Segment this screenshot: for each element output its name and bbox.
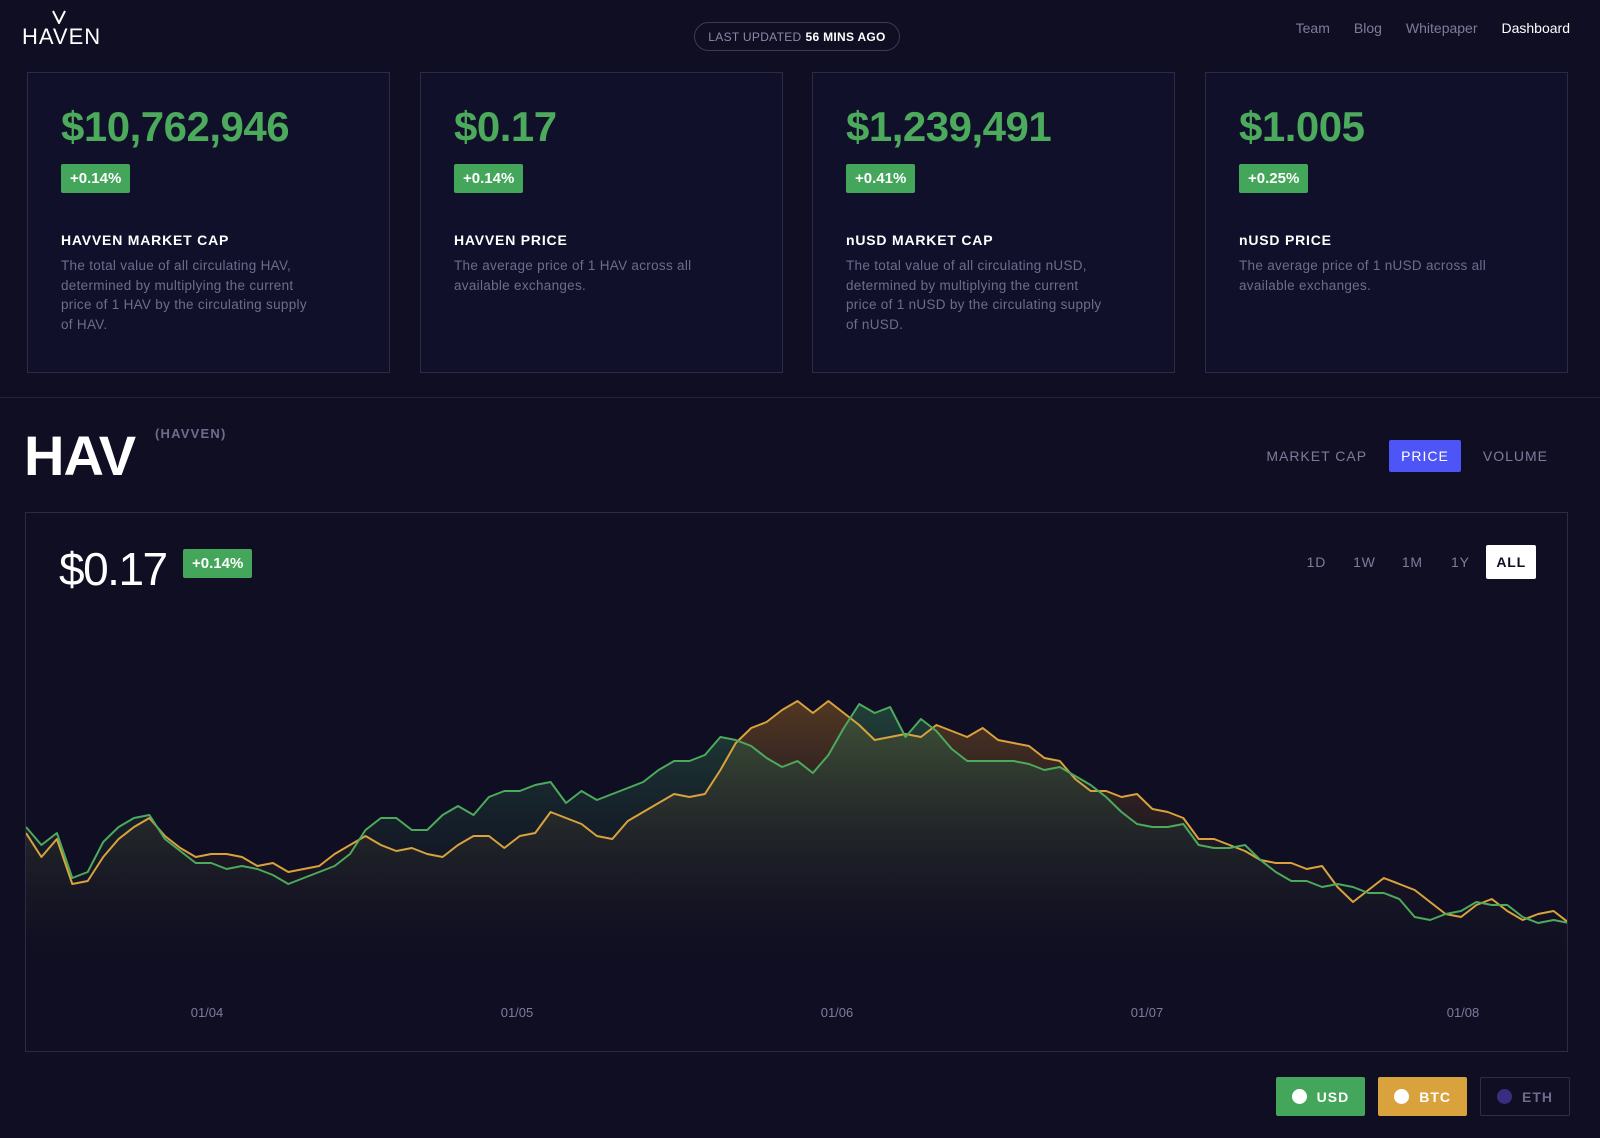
token-symbol: HAV <box>24 424 136 487</box>
stat-card-havven-price: $0.17 +0.14% HAVVEN PRICE The average pr… <box>420 72 783 373</box>
logo-v-mark-icon <box>52 10 66 24</box>
x-tick-label: 01/06 <box>821 1005 854 1020</box>
stat-description: The total value of all circulating nUSD,… <box>846 258 1102 332</box>
area-usd <box>26 704 1567 983</box>
range-1y[interactable]: 1Y <box>1451 554 1470 570</box>
range-tabs: 1D 1W 1M 1Y ALL <box>1294 545 1536 579</box>
nav-whitepaper-link[interactable]: Whitepaper <box>1405 20 1478 36</box>
chart-panel: 01/04 01/05 01/06 01/07 01/08 $0.17 +0.14% 1… <box>25 512 1568 1052</box>
currency-toggle-btc[interactable]: BTC <box>1378 1077 1467 1116</box>
currency-toggles: USD BTC ETH <box>1275 1077 1570 1116</box>
header: HAVEN LAST UPDATED 56 MINS AGO Team Blog… <box>0 0 1600 66</box>
currency-label: USD <box>1316 1088 1350 1105</box>
stat-card-havven-market-cap: $10,762,946 +0.14% HAVVEN MARKET CAP The… <box>27 72 390 373</box>
price-chart[interactable]: 01/04 01/05 01/06 01/07 01/08 <box>26 513 1568 1052</box>
last-updated-label: LAST UPDATED <box>708 29 802 44</box>
token-name: (HAVVEN) <box>155 426 227 441</box>
price-change-badge: +0.14% <box>183 549 253 578</box>
nav-team-link[interactable]: Team <box>1295 20 1330 36</box>
x-tick-label: 01/08 <box>1447 1005 1480 1020</box>
range-1w[interactable]: 1W <box>1353 554 1376 570</box>
range-1d[interactable]: 1D <box>1306 554 1327 570</box>
logo-text: HAVEN <box>22 24 102 49</box>
btc-dot-icon <box>1394 1089 1410 1104</box>
stat-cards: $10,762,946 +0.14% HAVVEN MARKET CAP The… <box>27 72 1568 373</box>
stat-value: $1.005 <box>1239 103 1365 150</box>
change-badge: +0.14% <box>454 164 524 193</box>
stat-title: HAVVEN PRICE <box>454 232 568 248</box>
stat-value: $10,762,946 <box>61 103 290 150</box>
top-nav: Team Blog Whitepaper Dashboard <box>1296 20 1570 36</box>
tab-price[interactable]: PRICE <box>1389 440 1461 472</box>
last-updated-pill: LAST UPDATED 56 MINS AGO <box>694 22 900 51</box>
change-badge: +0.25% <box>1239 164 1309 193</box>
x-tick-label: 01/05 <box>501 1005 534 1020</box>
line-btc <box>26 700 1567 923</box>
stat-description: The average price of 1 nUSD across all a… <box>1239 258 1487 293</box>
stat-value: $1,239,491 <box>846 103 1052 150</box>
range-all[interactable]: ALL <box>1486 545 1536 579</box>
range-1m[interactable]: 1M <box>1401 554 1423 570</box>
nav-dashboard-link[interactable]: Dashboard <box>1501 20 1571 36</box>
currency-label: ETH <box>1522 1088 1553 1105</box>
section-divider <box>0 397 1600 398</box>
x-axis-ticks: 01/04 01/05 01/06 01/07 01/08 <box>191 1005 1480 1020</box>
stat-value: $0.17 <box>454 103 557 150</box>
stat-card-nusd-market-cap: $1,239,491 +0.41% nUSD MARKET CAP The to… <box>812 72 1175 373</box>
currency-toggle-usd[interactable]: USD <box>1275 1077 1366 1116</box>
eth-dot-icon <box>1497 1089 1512 1104</box>
currency-toggle-eth[interactable]: ETH <box>1480 1077 1570 1116</box>
chart-areas <box>26 701 1567 983</box>
stat-title: nUSD PRICE <box>1239 232 1332 248</box>
currency-label: BTC <box>1419 1088 1451 1105</box>
stat-title: HAVVEN MARKET CAP <box>61 232 230 248</box>
stat-card-nusd-price: $1.005 +0.25% nUSD PRICE The average pri… <box>1205 72 1568 373</box>
chart-lines <box>26 700 1567 924</box>
line-usd <box>26 703 1567 924</box>
x-tick-label: 01/07 <box>1131 1005 1164 1020</box>
current-price: $0.17 <box>59 543 168 595</box>
last-updated-value: 56 MINS AGO <box>805 29 886 44</box>
stat-description: The average price of 1 HAV across all av… <box>454 258 692 293</box>
tab-market-cap[interactable]: MARKET CAP <box>1266 448 1368 464</box>
tab-volume[interactable]: VOLUME <box>1482 448 1548 464</box>
nav-blog-link[interactable]: Blog <box>1353 20 1382 36</box>
stat-description: The total value of all circulating HAV, … <box>61 258 307 332</box>
stat-title: nUSD MARKET CAP <box>846 232 994 248</box>
usd-dot-icon <box>1291 1089 1307 1104</box>
change-badge: +0.14% <box>61 164 131 193</box>
x-tick-label: 01/04 <box>191 1005 224 1020</box>
change-badge: +0.41% <box>846 164 916 193</box>
metric-tabs: MARKET CAP PRICE VOLUME <box>1254 440 1560 472</box>
